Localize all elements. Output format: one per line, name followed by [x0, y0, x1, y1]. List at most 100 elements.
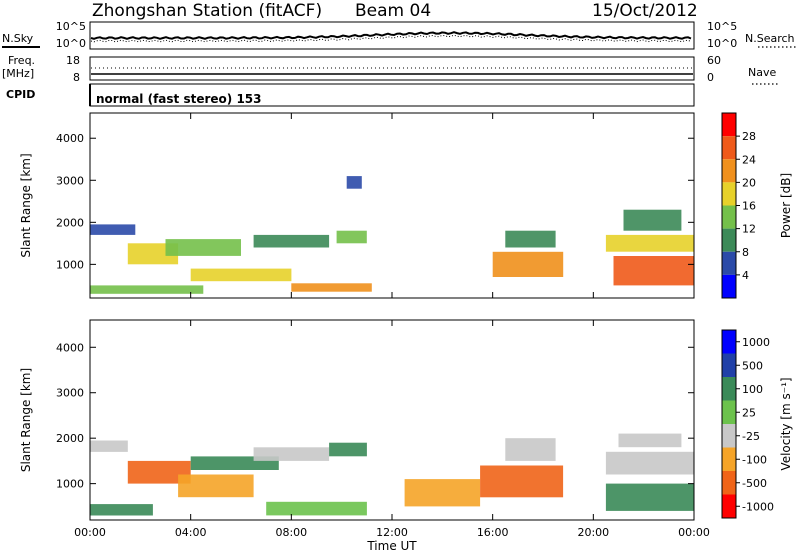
noise-left-tick-bottom: 10^0 — [56, 37, 86, 50]
velocity-region — [253, 447, 330, 461]
freq-right-tick-top: 60 — [707, 54, 721, 67]
velocity-x-tick-label: 12:00 — [376, 526, 408, 539]
velocity-region — [404, 479, 481, 507]
velocity-region — [127, 460, 191, 484]
velocity-colorbar-tick-label: 1000 — [742, 336, 770, 349]
velocity-colorbar-swatch — [722, 353, 736, 377]
beam-label: Beam 04 — [355, 1, 431, 21]
velocity-region — [505, 438, 556, 461]
velocity-colorbar-swatch — [722, 330, 736, 354]
power-y-tick-label: 4000 — [56, 132, 84, 145]
velocity-region — [480, 465, 564, 498]
velocity-colorbar-tick-label: 500 — [742, 359, 763, 372]
velocity-colorbar-label: Velocity [m s⁻¹] — [779, 377, 793, 470]
velocity-y-tick-label: 3000 — [56, 387, 84, 400]
freq-left-unit: [MHz] — [2, 67, 34, 80]
velocity-x-axis-label: Time UT — [366, 539, 417, 553]
velocity-colorbar: 1000 500 100 25 -25 -100 -500 -1000 Velocity [m … — [721, 329, 793, 519]
noise-sky-trace — [90, 31, 692, 40]
velocity-x-tick-label: 16:00 — [477, 526, 509, 539]
velocity-y-axis-label: Slant Range [km] — [19, 368, 33, 472]
power-colorbar-tick-label: 12 — [742, 223, 756, 236]
velocity-colorbar-tick-label: 100 — [742, 383, 763, 396]
power-colorbar-swatch — [722, 228, 736, 252]
velocity-x-tick-label: 04:00 — [175, 526, 207, 539]
freq-left-tick-bottom: 8 — [73, 71, 80, 84]
power-regions — [90, 176, 694, 294]
noise-panel: N.Sky 10^5 10^0 10^5 10^0 N.Search — [2, 20, 798, 50]
power-region — [336, 230, 367, 244]
velocity-x-tick-label: 20:00 — [577, 526, 609, 539]
velocity-colorbar-swatch — [722, 494, 736, 518]
power-colorbar-swatch — [722, 274, 736, 298]
cpid-panel: CPID normal (fast stereo) 153 — [6, 83, 695, 107]
power-colorbar-tick-label: 24 — [742, 153, 756, 166]
power-colorbar-swatch — [722, 159, 736, 183]
power-colorbar-swatch — [722, 182, 736, 206]
noise-right-label: N.Search — [745, 32, 795, 45]
power-y-tick-label: 3000 — [56, 174, 84, 187]
velocity-colorbar-frame — [721, 329, 737, 519]
freq-panel: Freq. [MHz] 18 8 60 0 Nave — [2, 54, 778, 85]
power-colorbar-label: Power [dB] — [779, 173, 793, 238]
velocity-colorbar-swatch — [722, 471, 736, 495]
velocity-region — [605, 483, 694, 511]
velocity-colorbar-swatch — [722, 400, 736, 424]
velocity-colorbar-tick-label: 25 — [742, 406, 756, 419]
power-y-axis-label: Slant Range [km] — [19, 153, 33, 257]
power-region — [291, 283, 372, 292]
velocity-colorbar-swatch — [722, 424, 736, 448]
power-frame — [89, 112, 695, 299]
power-colorbar-tick-label: 4 — [742, 269, 749, 282]
power-colorbar-swatch — [722, 251, 736, 275]
power-y-tick-label: 1000 — [56, 258, 84, 271]
power-region — [90, 285, 204, 294]
power-region — [492, 251, 564, 277]
heatmap-panels: 1000 2000 3000 4000 Slant Range [km] 4 8 12 16 20… — [19, 112, 793, 553]
velocity-regions — [90, 433, 694, 516]
noise-left-label: N.Sky — [2, 32, 34, 45]
power-colorbar-swatch — [722, 113, 736, 137]
freq-left-tick-top: 18 — [66, 54, 80, 67]
power-region — [605, 234, 694, 252]
power-colorbar: 4 8 12 16 20 24 28 Power [dB] — [721, 112, 793, 299]
power-region — [505, 230, 556, 248]
velocity-region — [266, 501, 367, 516]
velocity-region — [618, 433, 682, 448]
date-label: 15/Oct/2012 — [592, 1, 698, 21]
velocity-x-tick-label: 08:00 — [275, 526, 307, 539]
power-colorbar-tick-label: 8 — [742, 246, 749, 259]
velocity-region — [605, 451, 694, 475]
noise-search-trace — [90, 34, 692, 43]
velocity-y-tick-label: 1000 — [56, 478, 84, 491]
nave-label: Nave — [748, 66, 776, 79]
power-region — [613, 256, 694, 286]
freq-left-label: Freq. — [8, 54, 35, 67]
velocity-colorbar-swatch — [722, 377, 736, 401]
power-colorbar-tick-label: 20 — [742, 176, 756, 189]
cpid-label: CPID — [6, 88, 35, 101]
noise-left-tick-top: 10^5 — [56, 20, 86, 33]
velocity-colorbar-tick-label: -1000 — [742, 500, 774, 513]
power-y-tick-label: 2000 — [56, 216, 84, 229]
velocity-y-tick-label: 4000 — [56, 341, 84, 354]
velocity-colorbar-tick-label: -500 — [742, 477, 767, 490]
freq-right-tick-bottom: 0 — [707, 71, 714, 84]
velocity-colorbar-tick-label: -100 — [742, 453, 767, 466]
velocity-region — [178, 474, 254, 498]
velocity-panel: 1000 2000 3000 4000 00:00 04:00 08:00 12:00 16:0… — [19, 319, 793, 553]
power-region — [253, 234, 330, 248]
power-colorbar-swatch — [722, 136, 736, 160]
power-colorbar-tick-label: 16 — [742, 200, 756, 213]
power-colorbar-tick-label: 28 — [742, 130, 756, 143]
velocity-region — [90, 440, 128, 452]
velocity-y-tick-label: 2000 — [56, 432, 84, 445]
power-region — [346, 176, 362, 189]
velocity-region — [329, 442, 367, 457]
noise-right-tick-bottom: 10^0 — [707, 37, 737, 50]
power-region — [623, 209, 682, 231]
cpid-text: normal (fast stereo) 153 — [96, 92, 262, 106]
station-title: Zhongshan Station (fitACF) — [92, 1, 322, 21]
velocity-region — [90, 504, 153, 516]
